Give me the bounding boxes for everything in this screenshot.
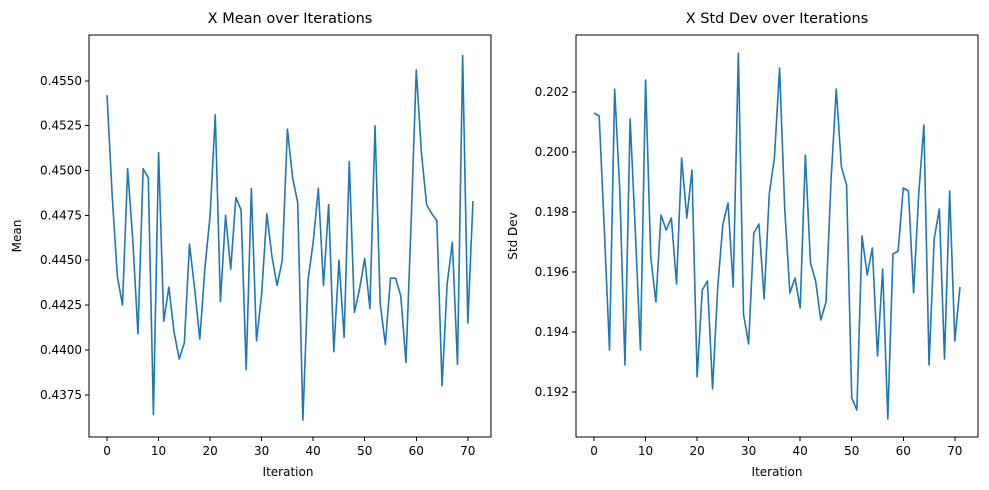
std-y-tick-label: 0.198 [535, 205, 569, 219]
std-chart-title: X Std Dev over Iterations [686, 11, 869, 27]
std-plot-area: 0 10 20 30 40 50 60 70 0.192 0.194 0.196 0.198 0.200… [535, 52, 962, 458]
std-y-tick-label: 0.196 [535, 265, 569, 279]
std-x-tick-label: 70 [947, 444, 962, 458]
mean-x-tick-label: 70 [460, 444, 475, 458]
mean-x-tick-label: 0 [103, 444, 111, 458]
std-x-tick-label: 60 [896, 444, 911, 458]
std-y-tick-label: 0.194 [535, 325, 569, 339]
std-y-tick-label: 0.200 [535, 145, 569, 159]
mean-series-line [106, 54, 474, 421]
mean-y-tick-label: 0.4375 [40, 388, 82, 402]
mean-plot-area: 0 10 20 30 40 50 60 70 0.4375 0.4400 0.4425 0.4450 0… [40, 54, 475, 458]
mean-y-tick-label: 0.4450 [40, 253, 82, 267]
mean-x-tick-label: 60 [409, 444, 424, 458]
mean-y-tick-label: 0.4525 [40, 119, 82, 133]
std-x-tick-label: 30 [741, 444, 756, 458]
mean-y-tick-label: 0.4425 [40, 298, 82, 312]
mean-x-tick-label: 10 [151, 444, 166, 458]
std-x-tick-label: 0 [590, 444, 598, 458]
std-x-tick-label: 40 [793, 444, 808, 458]
std-x-tick-label: 10 [638, 444, 653, 458]
std-axes-frame [575, 34, 979, 438]
mean-x-tick-label: 50 [357, 444, 372, 458]
mean-y-tick-label: 0.4500 [40, 163, 82, 177]
std-x-tick-label: 50 [844, 444, 859, 458]
std-y-tick-label: 0.202 [535, 85, 569, 99]
subplot-std: X Std Dev over Iterations 0 10 20 30 40 50 60 7… [506, 11, 979, 479]
std-y-tick-label: 0.192 [535, 385, 569, 399]
mean-x-axis-label: Iteration [263, 465, 314, 479]
mean-y-tick-label: 0.4550 [40, 74, 82, 88]
subplot-mean: X Mean over Iterations 0 10 20 30 40 50 60 70 0.… [10, 11, 492, 479]
mean-x-tick-label: 30 [254, 444, 269, 458]
std-x-tick-label: 20 [689, 444, 704, 458]
mean-y-tick-label: 0.4400 [40, 343, 82, 357]
std-x-axis-label: Iteration [752, 465, 803, 479]
std-series-line [593, 52, 961, 420]
mean-x-tick-label: 20 [202, 444, 217, 458]
mean-y-tick-label: 0.4475 [40, 208, 82, 222]
mean-x-tick-label: 40 [306, 444, 321, 458]
mean-y-axis-label: Mean [10, 220, 24, 253]
mean-chart-title: X Mean over Iterations [208, 11, 373, 27]
std-y-axis-label: Std Dev [506, 212, 520, 259]
mean-axes-frame [88, 34, 492, 438]
